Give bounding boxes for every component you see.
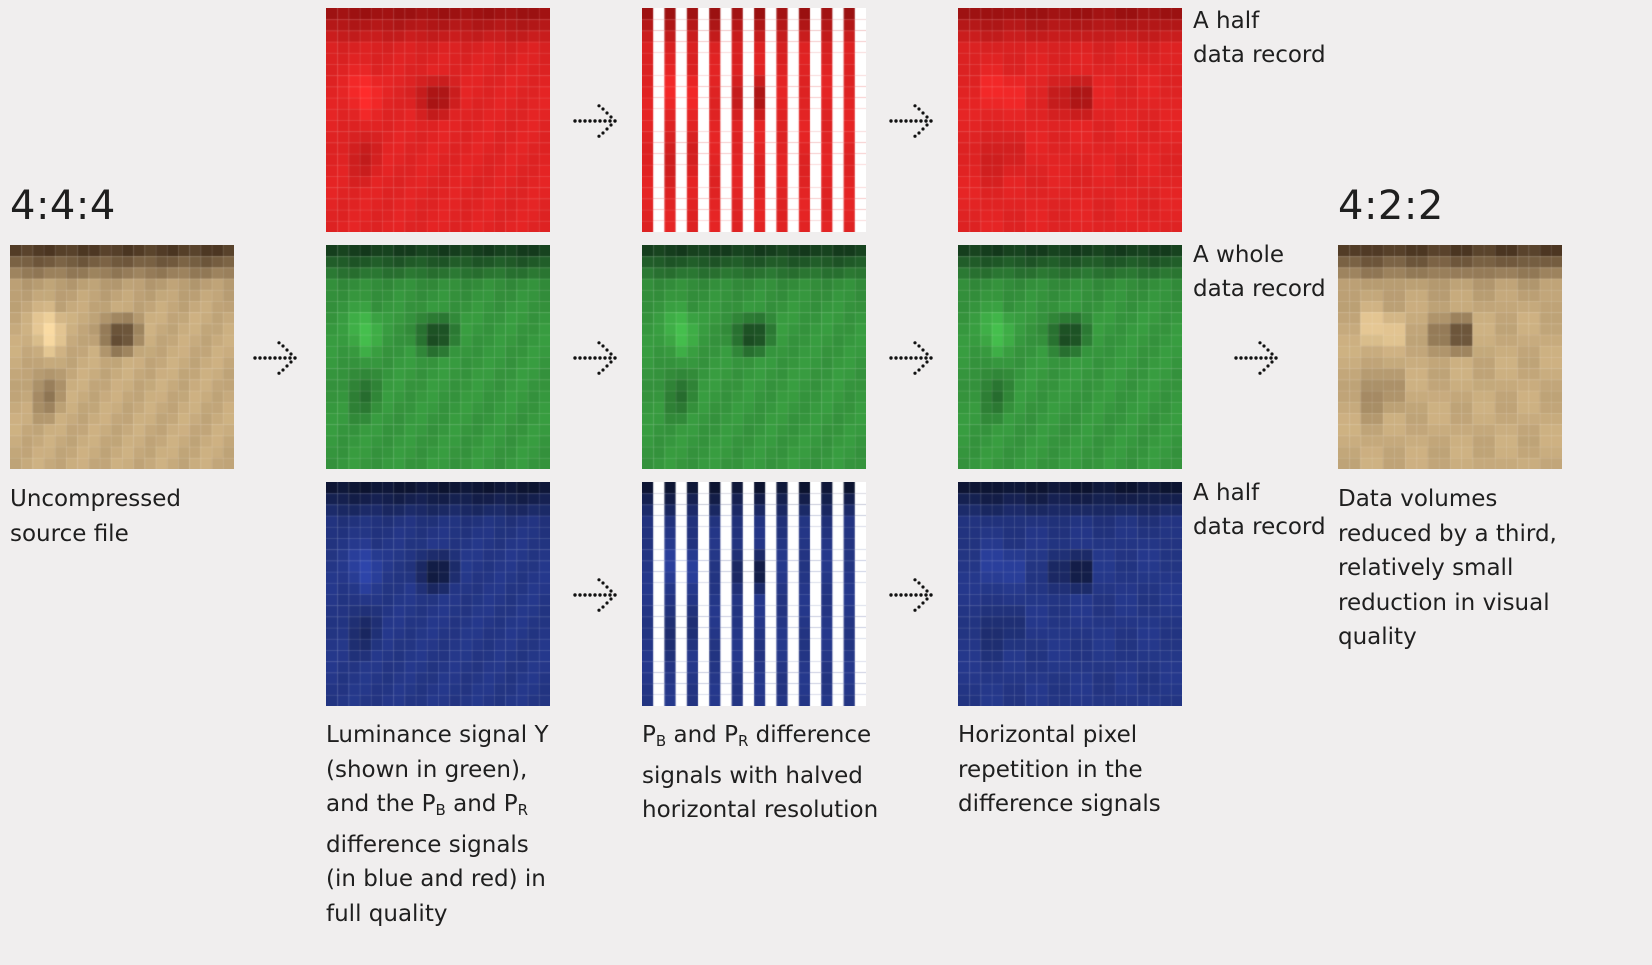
source-format-heading: 4:4:4 [10,183,116,229]
dotted-right-arrow-icon [573,104,617,138]
green-record-label: A whole data record [1193,238,1326,306]
subscript-r: R [517,801,529,819]
halved-resolution-caption: PB and PR difference signals with halved… [642,718,878,828]
record-label-line: A half [1193,8,1260,34]
caption-line: source file [10,520,129,547]
result-image-422 [1338,245,1562,469]
caption-line: Data volumes [1338,486,1498,512]
caption-line: signals with halved [642,762,863,789]
caption-line: Horizontal pixel [958,722,1138,748]
record-label-line: A half [1193,480,1260,506]
caption-line: Luminance signal Y [326,722,549,748]
red-difference-signal-halved [642,8,866,232]
record-label-line: A whole [1193,242,1285,268]
caption-line: (in blue and red) in [326,866,546,892]
source-caption: Uncompressed source file [10,482,181,551]
source-image-444 [10,245,234,469]
caption-text: difference [748,722,872,748]
result-caption: Data volumes reduced by a third, relativ… [1338,482,1557,655]
caption-line: full quality [326,900,448,927]
red-record-label: A half data record [1193,4,1326,72]
caption-line: (shown in green), [326,756,528,783]
dotted-right-arrow-icon [573,341,617,375]
blue-difference-signal-full [326,482,550,706]
record-label-line: data record [1193,276,1326,302]
dotted-right-arrow-icon [1234,341,1278,375]
luminance-caption: Luminance signal Y (shown in green), and… [326,718,549,931]
caption-line: Uncompressed [10,486,181,512]
dotted-right-arrow-icon [889,341,933,375]
red-difference-signal-repeated [958,8,1182,232]
dotted-right-arrow-icon [889,578,933,612]
caption-line: reduced by a third, [1338,520,1557,547]
caption-line: and the PB and PR [326,787,549,828]
red-difference-signal-full [326,8,550,232]
green-luminance-signal-full [326,245,550,469]
caption-text: P [642,722,656,748]
blue-difference-signal-repeated [958,482,1182,706]
subscript-b: B [435,801,446,819]
caption-line: relatively small [1338,555,1514,581]
caption-line: quality [1338,624,1417,650]
caption-text: and P [666,722,738,748]
caption-text: and the P [326,791,436,817]
dotted-right-arrow-icon [573,578,617,612]
caption-line: repetition in the [958,756,1143,783]
dotted-right-arrow-icon [253,341,297,375]
caption-line: reduction in visual [1338,589,1550,616]
dotted-right-arrow-icon [889,104,933,138]
subscript-r: R [737,732,749,750]
caption-line: difference signals [326,831,529,858]
caption-line: PB and PR difference [642,718,878,759]
subscript-b: B [655,732,667,750]
pixel-repetition-caption: Horizontal pixel repetition in the diffe… [958,718,1161,822]
blue-difference-signal-halved [642,482,866,706]
caption-line: difference signals [958,791,1161,817]
green-luminance-signal-unchanged [642,245,866,469]
blue-record-label: A half data record [1193,476,1326,544]
record-label-line: data record [1193,514,1326,540]
record-label-line: data record [1193,42,1326,68]
result-format-heading: 4:2:2 [1338,183,1444,229]
green-luminance-signal-final [958,245,1182,469]
caption-text: and P [445,791,518,817]
caption-line: horizontal resolution [642,797,879,823]
